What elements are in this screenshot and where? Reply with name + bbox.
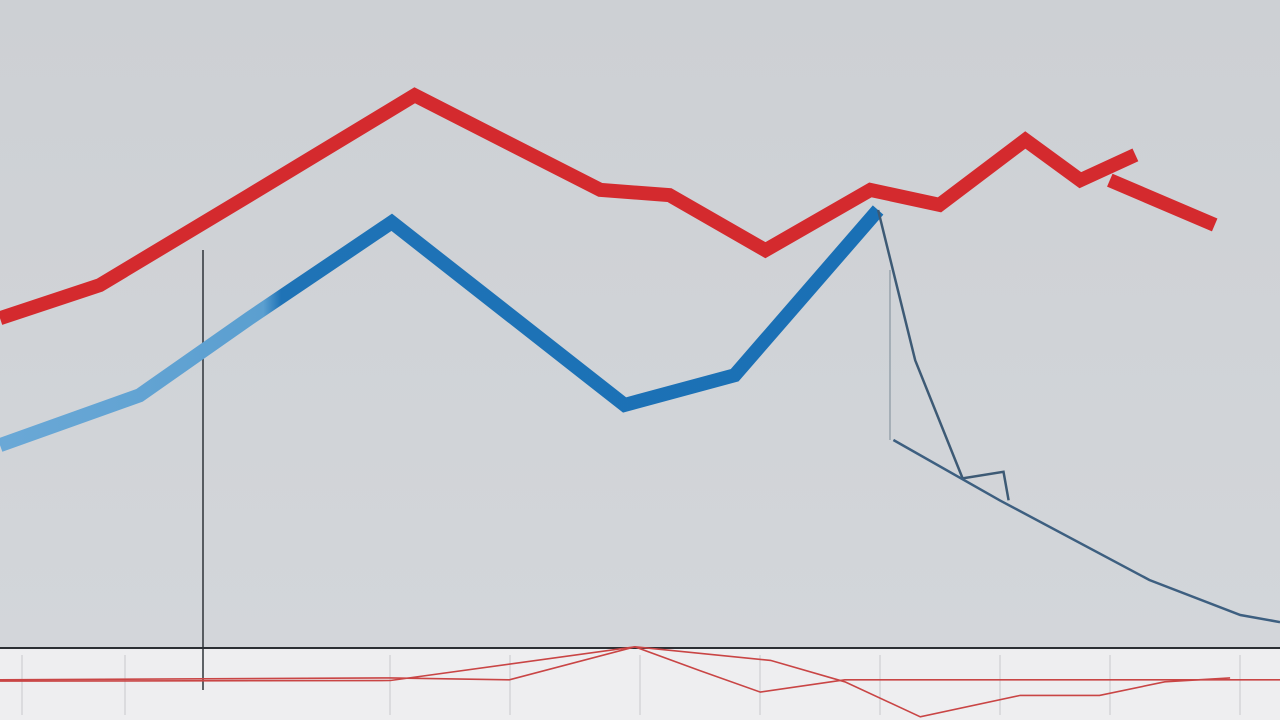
line-series (0, 645, 1231, 718)
bottom-ticks (21, 655, 1241, 715)
plot-background (0, 0, 1280, 648)
line-series (0, 645, 1280, 693)
line-series (0, 87, 1218, 325)
line-series (0, 205, 884, 452)
line-series (892, 438, 1280, 624)
